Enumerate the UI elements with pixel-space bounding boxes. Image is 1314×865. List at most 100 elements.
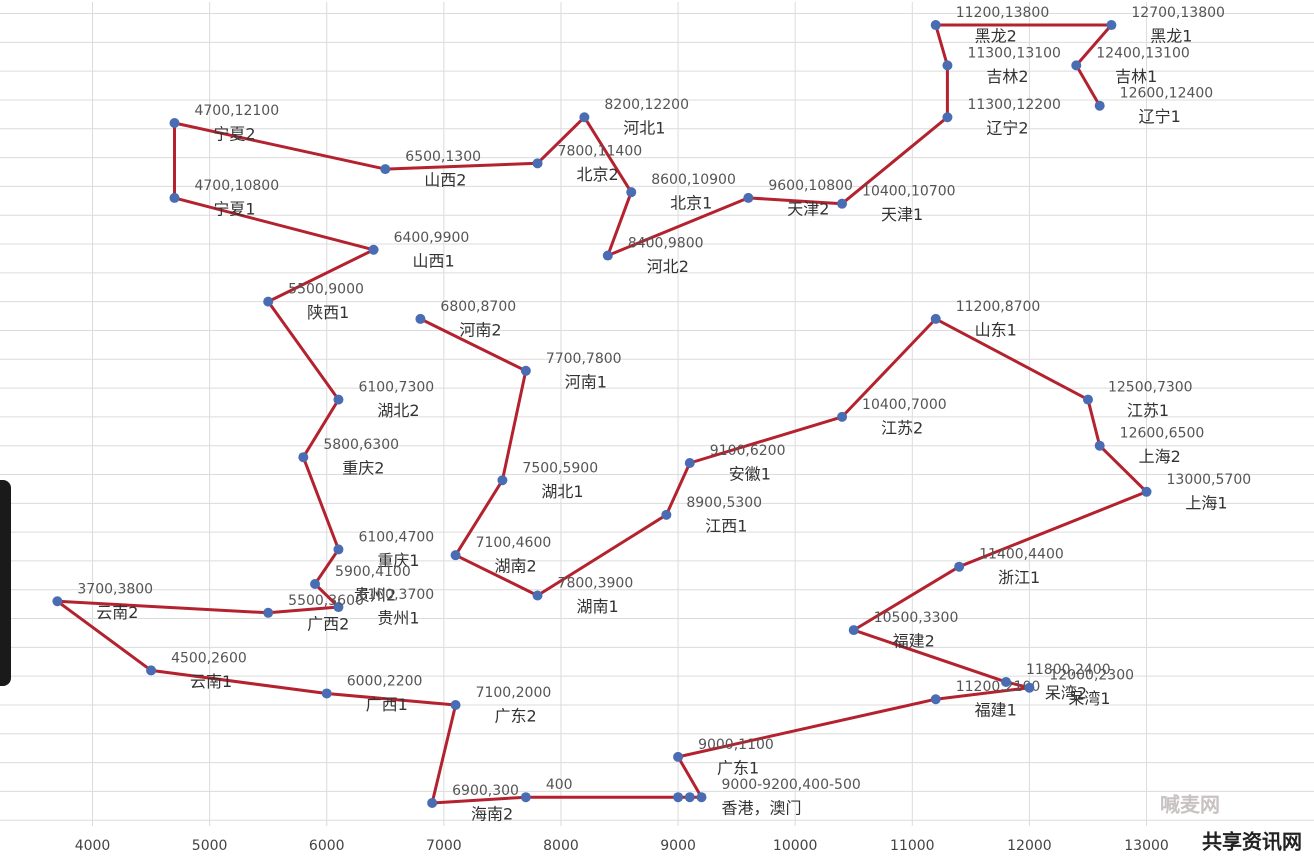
coord-label: 6900,300 [452,783,519,799]
point-name: 吉林1 [1115,67,1157,86]
coord-label: 12700,13800 [1131,5,1225,21]
point [930,313,941,324]
point [1082,394,1093,405]
point [684,792,695,803]
coord-label: 8400,9800 [628,236,704,252]
point [930,20,941,31]
point-name: 上海1 [1185,493,1227,512]
coord-label: 12500,7300 [1108,380,1193,396]
point [427,797,438,808]
coord-label: 8200,12200 [604,97,689,113]
point-name: 宁夏1 [213,199,255,218]
point-name: 云南2 [96,603,138,622]
point [169,192,180,203]
point-name: 广西2 [307,614,349,633]
point [942,60,953,71]
coord-label: 11200,8700 [956,299,1041,315]
point-name: 湖北2 [377,401,419,420]
point [930,694,941,705]
point-name: 辽宁1 [1139,107,1181,126]
point [321,688,332,699]
point-name: 湖北1 [541,482,583,501]
point-name: 河北2 [647,257,689,276]
coord-label: 6100,4700 [358,529,434,545]
point [626,187,637,198]
coord-label: 3700,3800 [77,581,153,597]
point-name: 天津2 [787,199,829,218]
coord-label: 7800,3900 [558,576,634,592]
point [169,118,180,129]
coord-label: 4700,12100 [194,103,279,119]
coord-label: 9000-9200,400-500 [722,777,861,793]
point-name: 北京1 [670,194,712,213]
coord-label: 7700,7800 [546,351,622,367]
point [532,158,543,169]
coord-label: 4700,10800 [194,178,279,194]
point [954,561,965,572]
point [673,751,684,762]
point [1000,676,1011,687]
point-name: 黑龙1 [1150,27,1192,46]
coord-label: 12400,13100 [1096,45,1190,61]
point [333,602,344,613]
x-tick-label: 5000 [192,838,228,854]
route-line [55,23,1148,805]
point-name: 上海2 [1139,447,1181,466]
coord-label: 7100,4600 [476,535,552,551]
point-name: 江苏1 [1127,401,1169,420]
point [263,296,274,307]
coord-label: 7100,2000 [476,685,552,701]
point [532,590,543,601]
point [602,250,613,261]
point [1071,60,1082,71]
point-name: 福建2 [893,632,935,651]
point-name: 香港，澳门 [721,799,801,818]
point [942,112,953,123]
point-name: 广东2 [494,706,536,725]
coord-label: 5500,9000 [288,282,364,298]
point-name: 云南1 [190,672,232,691]
coord-label: 6500,1300 [405,149,481,165]
point [743,192,754,203]
x-tick-label: 4000 [75,838,111,854]
point-name: 湖南1 [576,597,618,616]
point [368,244,379,255]
point-name: 江苏2 [881,418,923,437]
x-tick-label: 13000 [1124,838,1169,854]
coord-label: 6400,9900 [394,230,470,246]
point-name: 呆湾1 [1068,689,1110,708]
point-name: 山西1 [412,251,454,270]
point-name: 陕西1 [307,303,349,322]
point-name: 黑龙2 [975,27,1017,46]
point [520,792,531,803]
coord-label: 11800,2400 [1026,662,1111,678]
point [684,457,695,468]
coord-label: 9000,1100 [698,737,774,753]
point [146,665,157,676]
point [837,198,848,209]
coord-label: 9600,10800 [768,178,853,194]
point-name: 福建1 [975,701,1017,720]
coord-label: 8600,10900 [651,172,736,188]
point-name: 呆湾2 [1045,683,1087,702]
point [450,550,461,561]
coord-label: 7800,11400 [558,143,643,159]
x-tick-label: 10000 [773,838,818,854]
x-tick-label: 6000 [309,838,345,854]
coord-label: 10400,10700 [862,184,956,200]
coord-label: 12600,12400 [1120,86,1214,102]
coord-label: 11400,4400 [979,547,1064,563]
point [263,607,274,618]
coord-label: 5500,3600 [288,593,364,609]
coord-label: 11300,13100 [967,45,1061,61]
point-name: 吉林2 [986,67,1028,86]
point [380,164,391,175]
coord-label: 10400,7000 [862,397,947,413]
point [1094,100,1105,111]
point [1094,440,1105,451]
point-name: 湖南2 [494,557,536,576]
point [673,792,684,803]
coord-label: 12000,2300 [1049,668,1134,684]
coord-label: 7500,5900 [522,460,598,476]
